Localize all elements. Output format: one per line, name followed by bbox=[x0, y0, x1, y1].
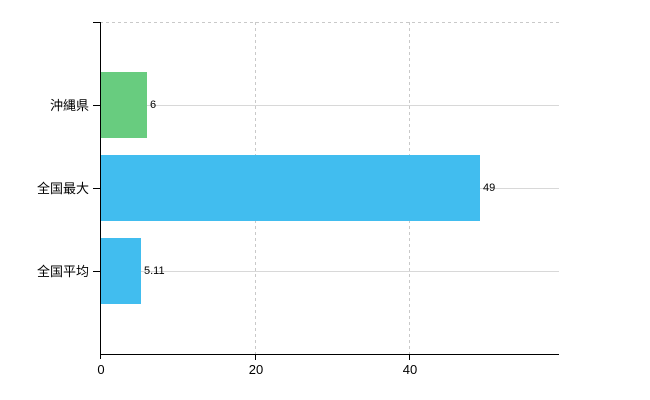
value-label: 5.11 bbox=[144, 265, 165, 277]
x-tick-40 bbox=[409, 355, 410, 360]
bar-2 bbox=[101, 155, 480, 221]
bar-3 bbox=[101, 238, 141, 304]
category-gridline bbox=[101, 105, 559, 106]
y-tick-top bbox=[93, 22, 100, 23]
plot-top-gridline bbox=[100, 22, 559, 23]
x-tick-20 bbox=[255, 355, 256, 360]
category-label: 全国平均 bbox=[36, 264, 89, 279]
bar-1 bbox=[101, 72, 147, 138]
category-label: 全国最大 bbox=[36, 181, 89, 196]
y-axis bbox=[100, 22, 101, 359]
x-tick-label: 40 bbox=[402, 362, 418, 377]
y-tick bbox=[93, 105, 100, 106]
y-tick bbox=[93, 271, 100, 272]
x-tick-label: 20 bbox=[248, 362, 264, 377]
category-gridline bbox=[101, 271, 559, 272]
value-label: 6 bbox=[150, 99, 157, 111]
category-label: 沖縄県 bbox=[49, 98, 89, 113]
y-tick bbox=[93, 188, 100, 189]
x-tick-label: 0 bbox=[97, 362, 105, 377]
x-axis bbox=[100, 354, 559, 355]
value-label: 49 bbox=[483, 182, 496, 194]
